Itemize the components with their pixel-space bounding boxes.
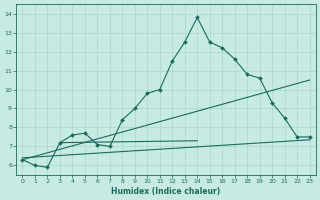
X-axis label: Humidex (Indice chaleur): Humidex (Indice chaleur) <box>111 187 221 196</box>
